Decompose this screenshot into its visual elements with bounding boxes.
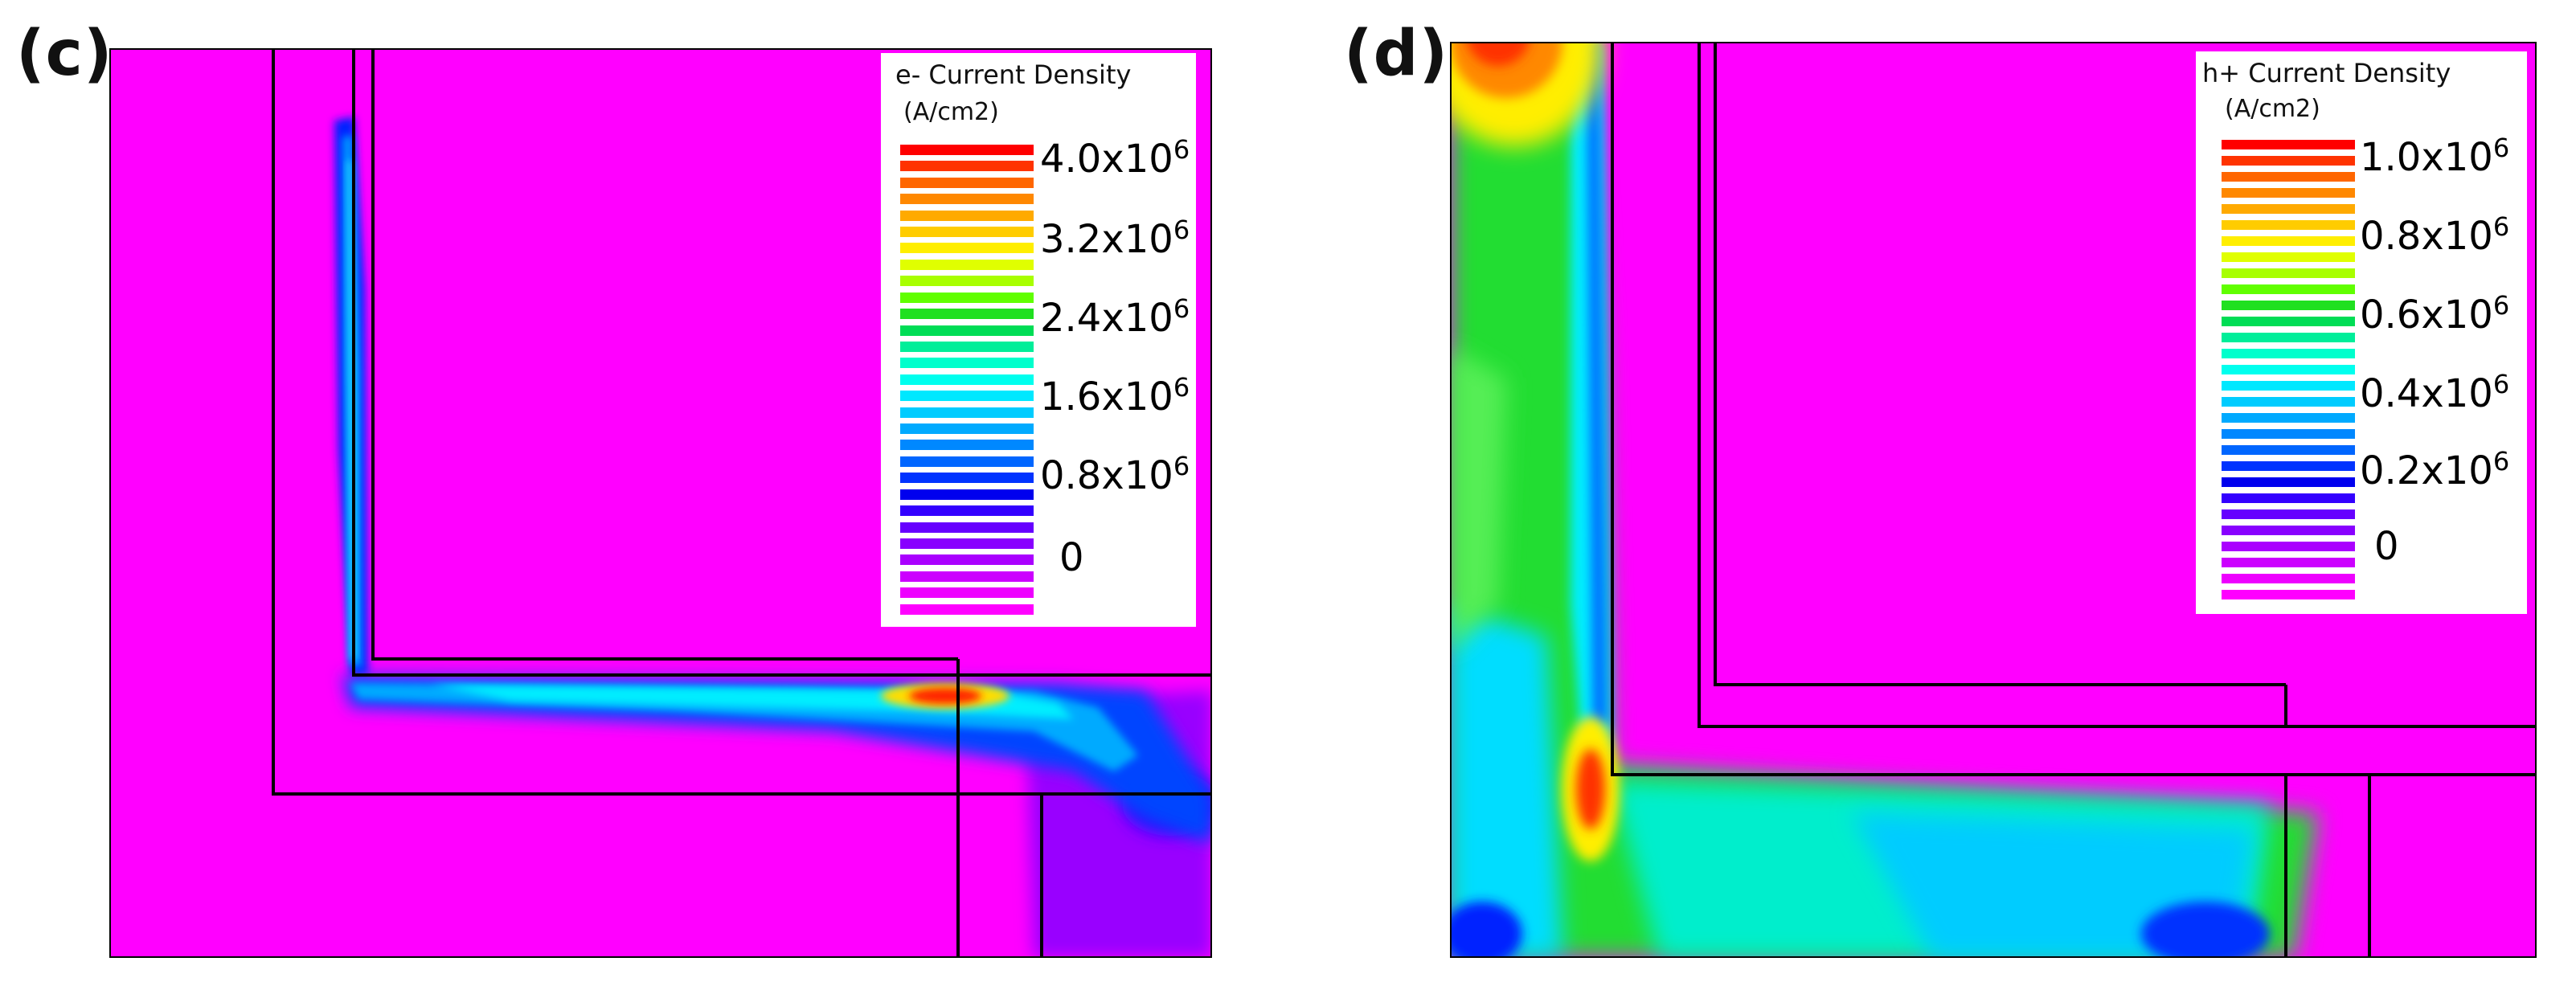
colorbar-band <box>900 358 1034 368</box>
colorbar-band <box>2222 349 2355 358</box>
colorbar-band <box>900 587 1034 598</box>
colorbar-band <box>900 522 1034 533</box>
colorbar-d <box>2222 140 2355 606</box>
tick-label-d: 1.0x106 <box>2360 133 2510 180</box>
colorbar-band <box>2222 188 2355 198</box>
legend-d: h+ Current Density (A/cm2) 1.0x106 0.8x1… <box>2196 51 2527 614</box>
simulation-plot-d <box>1450 42 2537 958</box>
colorbar-band <box>2222 445 2355 455</box>
colorbar-band <box>2222 365 2355 374</box>
tick-label-d: 0.6x106 <box>2360 290 2510 338</box>
colorbar-band <box>900 243 1034 253</box>
colorbar-band <box>900 309 1034 319</box>
colorbar-band <box>900 571 1034 582</box>
colorbar-band <box>900 538 1034 549</box>
colorbar-band <box>2222 268 2355 278</box>
colorbar-band <box>2222 220 2355 230</box>
legend-title-d: h+ Current Density <box>2202 58 2451 88</box>
colorbar-band <box>900 374 1034 385</box>
colorbar-band <box>2222 493 2355 503</box>
legend-unit-c: (A/cm2) <box>903 98 999 126</box>
tick-label-c: 4.0x106 <box>1040 134 1190 182</box>
tick-label-d: 0.4x106 <box>2360 369 2510 416</box>
colorbar-band <box>900 342 1034 352</box>
colorbar-band <box>2222 590 2355 599</box>
colorbar-band <box>900 260 1034 270</box>
colorbar-band <box>2222 542 2355 551</box>
colorbar-band <box>900 505 1034 516</box>
colorbar-band <box>900 489 1034 500</box>
colorbar-band <box>2222 156 2355 166</box>
colorbar-band <box>2222 574 2355 583</box>
colorbar-band <box>2222 526 2355 535</box>
colorbar-band <box>900 194 1034 204</box>
tick-label-c: 1.6x106 <box>1040 372 1190 419</box>
colorbar-band <box>2222 558 2355 567</box>
colorbar-band <box>2222 461 2355 471</box>
colorbar-band <box>900 473 1034 483</box>
colorbar-band <box>900 293 1034 303</box>
colorbar-band <box>900 276 1034 286</box>
colorbar-band <box>900 145 1034 155</box>
colorbar-band <box>2222 381 2355 391</box>
colorbar-band <box>900 407 1034 418</box>
colorbar-band <box>2222 397 2355 407</box>
colorbar-band <box>2222 429 2355 439</box>
tick-label-d: 0.2x106 <box>2360 446 2510 493</box>
tick-label-c: 3.2x106 <box>1040 215 1190 262</box>
colorbar-band <box>2222 333 2355 342</box>
legend-title-c: e- Current Density <box>895 59 1132 90</box>
colorbar-c <box>900 145 1034 620</box>
colorbar-band <box>2222 301 2355 310</box>
colorbar-band <box>2222 204 2355 214</box>
colorbar-band <box>2222 236 2355 246</box>
colorbar-band <box>2222 172 2355 182</box>
colorbar-band <box>900 391 1034 401</box>
legend-c: e- Current Density (A/cm2) 4.0x106 3.2x1… <box>881 53 1196 627</box>
colorbar-band <box>900 211 1034 221</box>
colorbar-band <box>900 325 1034 336</box>
colorbar-band <box>900 440 1034 450</box>
tick-label-c: 0.8x106 <box>1040 451 1190 498</box>
colorbar-band <box>2222 413 2355 423</box>
colorbar-band <box>900 554 1034 565</box>
tick-label-d: 0.8x106 <box>2360 211 2510 259</box>
colorbar-band <box>2222 140 2355 149</box>
tick-label-c: 2.4x106 <box>1040 293 1190 341</box>
tick-label-c: 0 <box>1059 535 1084 580</box>
tick-label-d: 0 <box>2374 524 2399 569</box>
colorbar-band <box>2222 317 2355 326</box>
colorbar-band <box>2222 284 2355 294</box>
colorbar-band <box>900 227 1034 237</box>
colorbar-band <box>2222 509 2355 519</box>
colorbar-band <box>900 178 1034 188</box>
colorbar-band <box>900 423 1034 434</box>
legend-unit-d: (A/cm2) <box>2225 95 2320 123</box>
colorbar-band <box>2222 252 2355 262</box>
panel-label-d: (d) <box>1344 18 1449 90</box>
colorbar-band <box>2222 477 2355 487</box>
colorbar-band <box>900 604 1034 615</box>
colorbar-band <box>900 456 1034 467</box>
colorbar-band <box>900 161 1034 171</box>
panel-label-c: (c) <box>16 18 113 90</box>
